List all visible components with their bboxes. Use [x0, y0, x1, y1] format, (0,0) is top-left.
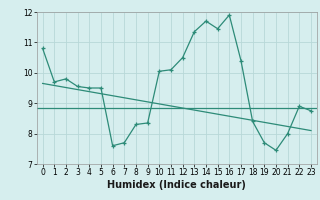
X-axis label: Humidex (Indice chaleur): Humidex (Indice chaleur) [108, 180, 246, 190]
